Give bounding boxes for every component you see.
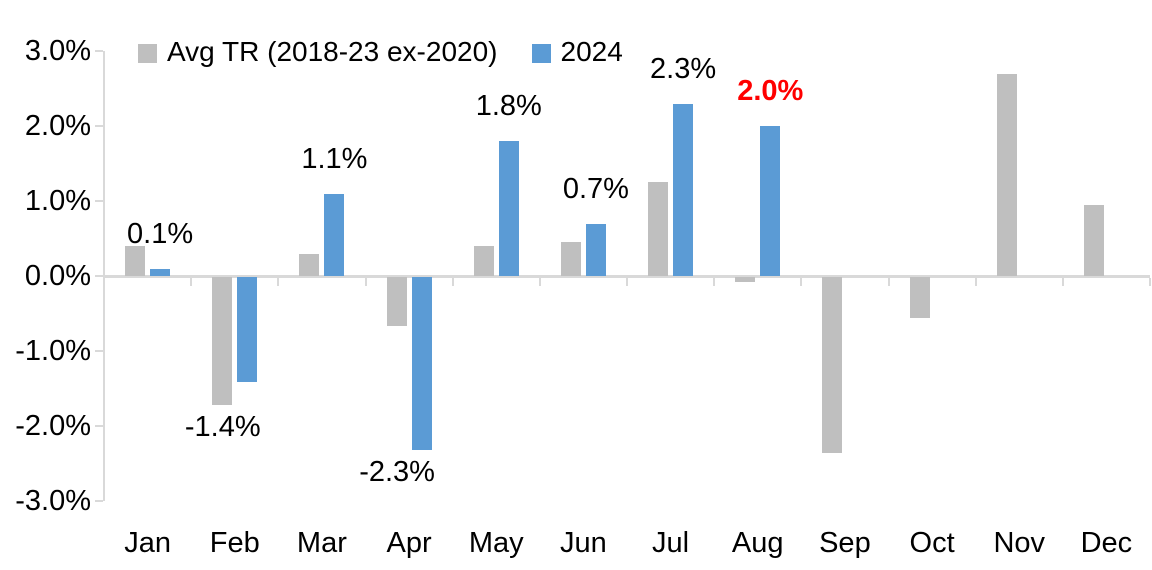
y-axis-tick-label: -1.0% — [15, 335, 91, 367]
data-label-2024-apr: -2.3% — [359, 455, 435, 488]
x-axis-tick — [103, 278, 105, 286]
x-axis-tick — [1149, 278, 1151, 286]
data-label-2024-jan: 0.1% — [127, 217, 194, 250]
bar-avg-dec — [1083, 204, 1104, 276]
y-axis-tick — [95, 350, 103, 352]
bar-2024-mar — [324, 193, 345, 276]
data-label-2024-aug: 2.0% — [737, 75, 804, 107]
bar-2024-may — [498, 141, 519, 276]
bar-2024-feb — [237, 277, 258, 382]
x-axis-category-label: Aug — [731, 527, 784, 559]
x-axis-category-label: Oct — [909, 527, 955, 559]
y-axis-tick — [95, 200, 103, 202]
data-label-2024-may: 1.8% — [475, 90, 542, 122]
y-axis-tick — [95, 500, 103, 502]
x-axis-tick — [626, 278, 628, 286]
x-axis-tick — [1061, 278, 1064, 286]
legend-swatch-2024-icon — [531, 43, 551, 63]
y-axis-tick — [95, 275, 103, 277]
y-axis-tick-label: 0.0% — [24, 260, 91, 292]
y-axis-tick-label: 3.0% — [24, 35, 91, 67]
bar-2024-apr — [411, 277, 432, 450]
x-axis-tick — [190, 278, 193, 286]
bar-avg-may — [473, 246, 494, 276]
legend-swatch-avg-icon — [138, 43, 157, 63]
x-axis-category-label: Apr — [386, 527, 432, 559]
x-axis-tick — [974, 278, 977, 286]
y-axis-tick — [95, 125, 103, 127]
bar-avg-oct — [909, 277, 930, 319]
x-axis-tick — [713, 278, 716, 286]
bar-avg-nov — [996, 73, 1017, 276]
legend-label-avg: Avg TR (2018-23 ex-2020) — [167, 36, 498, 67]
bar-avg-jul — [648, 182, 669, 276]
data-label-2024-feb: -1.4% — [184, 410, 261, 443]
legend-label-2024: 2024 — [560, 36, 623, 67]
data-label-2024-jul: 2.3% — [650, 52, 717, 85]
bar-avg-aug — [735, 277, 756, 283]
x-axis-category-label: Dec — [1080, 527, 1133, 559]
chart-legend: Avg TR (2018-23 ex-2020) 2024 — [138, 36, 623, 68]
bar-avg-jun — [560, 242, 581, 276]
y-axis-tick — [95, 50, 103, 52]
x-axis-category-label: Sep — [819, 527, 871, 559]
x-axis-tick — [451, 278, 454, 286]
bar-avg-feb — [212, 277, 233, 405]
x-axis-category-label: Jan — [124, 527, 171, 559]
bar-2024-jun — [585, 223, 606, 276]
bar-2024-jan — [150, 268, 171, 276]
x-axis-category-label: Jun — [560, 527, 607, 559]
bar-avg-jan — [125, 246, 146, 276]
bar-avg-mar — [299, 253, 320, 276]
bar-2024-aug — [760, 126, 781, 276]
x-axis-category-label: Feb — [209, 527, 260, 559]
x-axis-category-label: Nov — [993, 527, 1046, 559]
x-axis-tick — [538, 278, 541, 286]
bar-avg-apr — [386, 277, 407, 326]
x-axis-tick — [887, 278, 890, 286]
y-axis-tick-label: -3.0% — [15, 485, 91, 517]
x-axis-category-label: Jul — [652, 527, 690, 559]
data-label-2024-jun: 0.7% — [562, 172, 629, 205]
x-axis-category-label: Mar — [296, 527, 347, 559]
y-axis-tick-label: -2.0% — [15, 410, 91, 442]
x-axis-line — [103, 275, 1150, 278]
y-axis-tick — [95, 425, 103, 427]
x-axis-tick — [277, 278, 280, 286]
x-axis-tick — [800, 278, 803, 286]
bar-avg-sep — [822, 277, 843, 454]
bar-2024-jul — [673, 103, 694, 276]
x-axis-tick — [364, 278, 367, 286]
x-axis-category-label: May — [468, 527, 524, 559]
y-axis-tick-label: 1.0% — [24, 185, 91, 217]
data-label-2024-mar: 1.1% — [301, 142, 368, 175]
y-axis-tick-label: 2.0% — [24, 110, 91, 142]
